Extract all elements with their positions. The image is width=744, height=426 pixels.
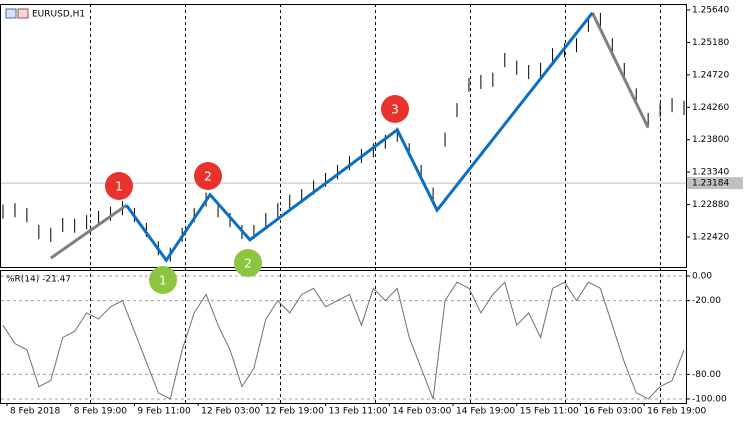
- indicator-line: [2, 281, 685, 400]
- annotation-label: 2: [244, 257, 252, 271]
- annotation-label: 1: [115, 180, 123, 194]
- zigzag-line: [49, 204, 128, 260]
- annotation-marker: [381, 95, 409, 123]
- chart-title: EURUSD,H1: [32, 10, 85, 20]
- x-tick-label: 14 Feb 19:00: [456, 407, 515, 417]
- annotation-label: 3: [391, 103, 399, 117]
- y-tick-label: 0.00: [692, 272, 712, 282]
- annotation-marker: [194, 162, 222, 190]
- indicator-title: %R(14) -21.47: [6, 275, 71, 285]
- annotations: 1 2 3 1 2: [105, 95, 409, 294]
- x-tick-label: 8 Feb 2018: [10, 407, 61, 417]
- symbol-icon: [5, 8, 29, 19]
- annotation-marker: [234, 249, 262, 277]
- x-tick-label: 12 Feb 03:00: [201, 407, 260, 417]
- y-tick-label: 1.25180: [692, 38, 729, 48]
- current-price-box: [687, 177, 743, 190]
- day-separators: [90, 4, 661, 403]
- x-tick-label: 14 Feb 03:00: [392, 407, 451, 417]
- x-tick-label: 16 Feb 03:00: [583, 407, 642, 417]
- x-tick-label: 12 Feb 19:00: [265, 407, 324, 417]
- indicator-pane-frame: [0, 270, 687, 404]
- x-tick-label: 15 Feb 11:00: [520, 407, 579, 417]
- zigzag-line: [591, 12, 650, 129]
- y-tick-label: 1.22880: [692, 200, 729, 210]
- current-price-label: 1.23184: [692, 179, 729, 189]
- y-tick-label: 1.24260: [692, 103, 729, 113]
- annotation-marker: [105, 172, 133, 200]
- zigzag-line: [125, 11, 594, 263]
- y-tick-label: 1.22420: [692, 232, 729, 242]
- x-tick-label: 13 Feb 11:00: [329, 407, 388, 417]
- price-pane-frame: [0, 4, 687, 268]
- y-tick-label: 1.24720: [692, 70, 729, 80]
- annotation-marker: [149, 266, 177, 294]
- y-tick-label: 1.25640: [692, 6, 729, 16]
- y-tick-label: 1.23800: [692, 135, 729, 145]
- y-tick-label: -20.00: [692, 296, 721, 306]
- annotation-label: 2: [204, 170, 212, 184]
- x-tick-label: 16 Feb 19:00: [647, 407, 706, 417]
- y-tick-label: 1.23340: [692, 168, 729, 178]
- y-tick-label: -80.00: [692, 370, 721, 380]
- x-tick-label: 9 Feb 11:00: [137, 407, 191, 417]
- x-tick-label: 8 Feb 19:00: [74, 407, 128, 417]
- annotation-label: 1: [159, 274, 167, 288]
- y-tick-label: -100.00: [692, 394, 727, 404]
